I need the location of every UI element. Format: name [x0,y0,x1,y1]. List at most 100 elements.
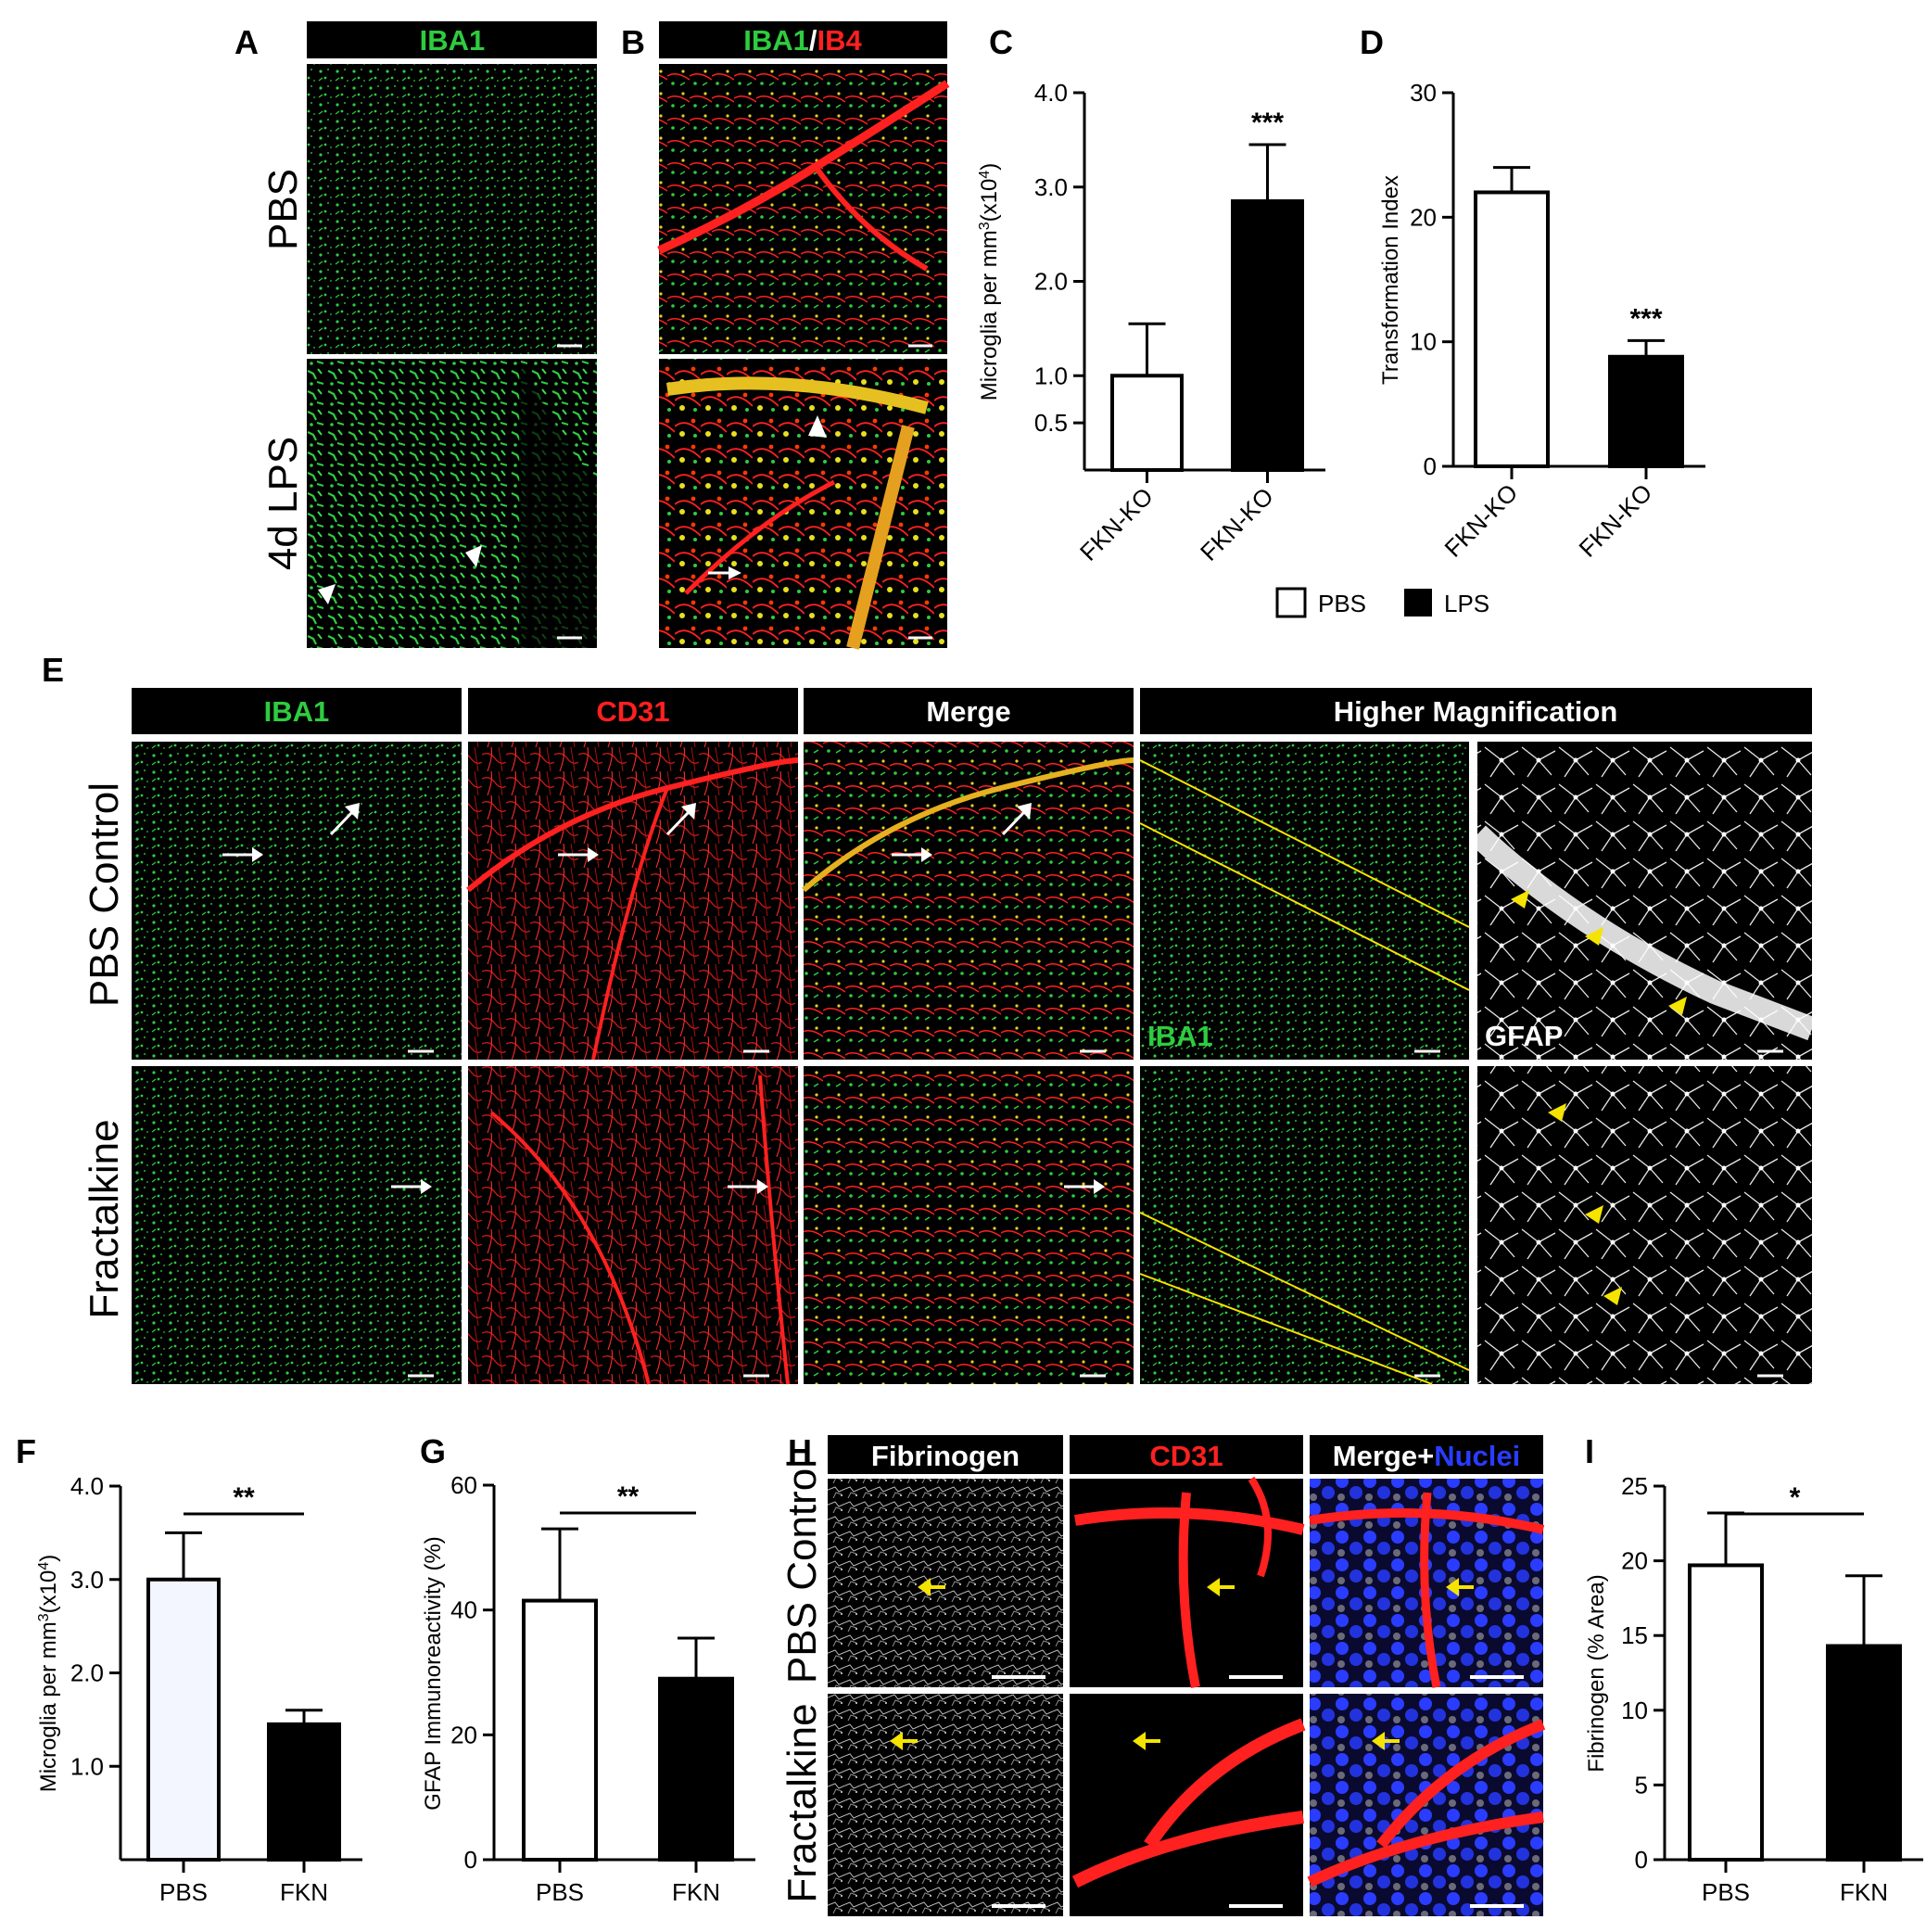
row-label-h-pbs-control: PBS Control [779,1459,825,1684]
header-e-merge: Merge [926,695,1010,728]
header-h-cd31: CD31 [1149,1440,1223,1472]
vessel [665,376,929,414]
legend-swatch-pbs [1275,587,1307,618]
y-tick-label: 0.5 [1034,409,1068,437]
header-bar [828,1435,1063,1474]
legend-label-lps: LPS [1444,590,1489,617]
y-tick-label: 0 [464,1846,477,1874]
y-tick-label: 0 [1424,452,1437,480]
micrograph-a-pbs [307,64,597,354]
micrograph-e-merge-pbs [804,742,1134,1060]
micrograph-e-inset-iba1-pbs [1140,742,1469,1060]
inset-label-gfap: GFAP [1485,1020,1563,1052]
yellow-arrow-icon [890,1578,1474,1750]
panel-label-d: D [1360,23,1384,61]
chart-g: 0 20 40 60 GFAP Immunoreactivity (%) PBS FKN ** [421,1471,755,1906]
y-tick-label: 4.0 [1034,79,1068,107]
micrograph-e-cd31-pbs [468,742,798,1060]
y-tick-label: 3.0 [1034,173,1068,201]
micrograph-e-inset-iba1-fkn [1140,1066,1469,1384]
x-tick-label: PBS [1702,1878,1750,1906]
row-label-4d-lps: 4d LPS [260,437,306,570]
panel-label-a: A [234,23,259,61]
chart-i: 0 5 10 15 20 25 Fibrinogen (% Area) PBS FKN * [1584,1472,1923,1906]
significance-marker: ** [617,1481,640,1512]
vessel [813,165,929,272]
micrograph-h-merge-fkn [1310,1694,1543,1916]
y-tick-label: 40 [450,1596,477,1624]
y-tick-label: 4.0 [70,1472,104,1500]
panel-label-h: H [788,1432,812,1470]
bar [1474,190,1550,468]
panel-label-e: E [42,651,64,689]
bar [1826,1644,1902,1862]
arrow-icon [729,566,741,579]
vessel [846,425,915,650]
panel-label-c: C [989,23,1013,61]
header-bar [132,688,462,734]
bar [522,1598,598,1862]
chart-c: 0.5 1.0 2.0 3.0 4.0 Microglia per mm3(x104) FK… [977,79,1325,566]
y-axis-label: GFAP Immunoreactivity (%) [421,1536,446,1811]
header-e-cd31: CD31 [596,695,669,728]
legend-swatch-lps [1404,589,1432,616]
x-tick-label: PBS [536,1878,584,1906]
header-ib4: IB4 [817,24,863,57]
micrograph-e-gfap-fkn [1477,1066,1812,1384]
y-tick-label: 60 [450,1471,477,1499]
chart-f: 1.0 2.0 3.0 4.0 Microglia per mm3(x104) PBS FK… [36,1472,362,1906]
x-tick-label: FKN-KO [1195,482,1279,566]
x-tick-label: FKN [1840,1878,1888,1906]
micrograph-e-merge-fkn [804,1066,1134,1384]
x-tick-label: FKN [672,1878,720,1906]
y-axis-label: Fibrinogen (% Area) [1584,1574,1609,1772]
significance-marker: *** [1629,303,1662,334]
y-tick-label: 2.0 [70,1659,104,1687]
bar [146,1577,221,1862]
significance-marker: ** [233,1482,255,1513]
bar [1608,354,1684,468]
header-bar [1070,1435,1303,1474]
y-tick-label: 10 [1621,1697,1648,1724]
bar [658,1676,734,1862]
bar [1110,374,1184,472]
x-tick-label: PBS [159,1878,208,1906]
y-axis-label: Transformation Index [1378,175,1403,385]
panel-label-g: G [420,1432,446,1470]
yellow-arrow-icon [1511,890,1687,1305]
y-tick-label: 30 [1410,79,1437,107]
y-tick-label: 1.0 [70,1752,104,1780]
y-tick-label: 1.0 [1034,362,1068,389]
significance-marker: *** [1251,108,1284,138]
y-tick-label: 5 [1635,1771,1648,1799]
y-tick-label: 20 [1410,203,1437,231]
bar [1688,1563,1764,1862]
y-tick-label: 20 [1621,1547,1648,1575]
y-tick-label: 25 [1621,1472,1648,1500]
header-e-iba1: IBA1 [264,695,330,728]
y-tick-label: 3.0 [70,1566,104,1594]
micrograph-h-fib-pbs [828,1479,1063,1687]
header-bar [468,688,798,734]
vessel [657,80,950,255]
x-tick-label: FKN [280,1878,328,1906]
header-h-fibrinogen: Fibrinogen [871,1440,1020,1472]
y-tick-label: 10 [1410,328,1437,356]
micrograph-h-fib-fkn [828,1694,1063,1916]
x-tick-label: FKN-KO [1574,478,1658,563]
row-label-pbs: PBS [260,169,306,250]
header-iba1-ib4: IBA1/IB4 [743,24,862,57]
arrowhead-icon [318,584,336,604]
y-tick-label: 20 [450,1721,477,1748]
header-bar [1140,688,1812,734]
micrograph-e-iba1-pbs [132,742,462,1060]
y-axis-label: Microglia per mm3(x104) [977,163,1003,401]
row-label-h-fractalkine: Fractalkine [779,1703,825,1902]
panel-label-i: I [1585,1432,1594,1470]
chart-d: 0 10 20 30 Transformation Index FKN-KO FKN-KO *… [1378,79,1705,563]
bar [1231,199,1304,472]
header-e-higher-magnification: Higher Magnification [1334,695,1618,728]
header-bar [659,21,947,58]
micrograph-e-iba1-fkn [132,1066,462,1384]
header-h-merge: Merge+Nuclei [1333,1440,1520,1472]
